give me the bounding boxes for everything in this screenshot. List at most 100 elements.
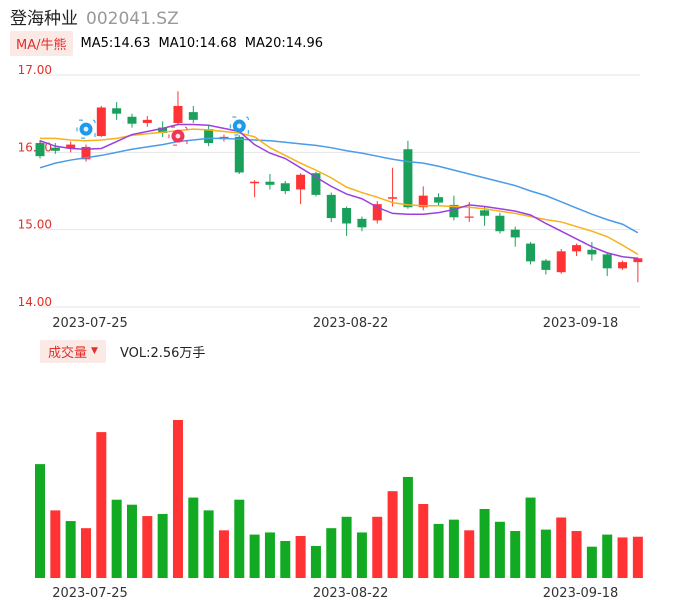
- volume-bar[interactable]: [464, 530, 475, 578]
- ma10-legend: MA10:14.68: [158, 35, 237, 51]
- candle[interactable]: [158, 121, 168, 137]
- volume-bar[interactable]: [448, 519, 459, 578]
- candle-body: [234, 136, 244, 173]
- candle[interactable]: [35, 139, 45, 159]
- volume-bar[interactable]: [280, 540, 291, 578]
- volume-bar[interactable]: [525, 497, 536, 578]
- ma5-legend: MA5:14.63: [80, 35, 151, 51]
- volume-bar[interactable]: [402, 476, 413, 578]
- candle[interactable]: [81, 144, 91, 162]
- volume-bar[interactable]: [126, 504, 137, 578]
- volume-bar[interactable]: [157, 513, 168, 578]
- candle[interactable]: [112, 102, 122, 120]
- volume-bar[interactable]: [494, 521, 505, 578]
- candle-body: [296, 174, 306, 190]
- volume-bar[interactable]: [479, 508, 490, 578]
- event-badge-icon[interactable]: [168, 126, 188, 146]
- volume-bar[interactable]: [295, 536, 306, 578]
- volume-x-tick-label: 2023-08-22: [313, 586, 389, 601]
- candle[interactable]: [357, 216, 367, 232]
- candle[interactable]: [602, 252, 612, 277]
- volume-bar[interactable]: [632, 536, 643, 578]
- caret-down-icon: ▼: [91, 346, 98, 356]
- badge-center: [236, 123, 242, 129]
- candle[interactable]: [449, 195, 459, 221]
- candle-body: [112, 108, 122, 114]
- candle-body: [388, 197, 398, 199]
- x-tick-label: 2023-07-25: [52, 316, 128, 331]
- volume-bar[interactable]: [96, 432, 107, 578]
- candle[interactable]: [265, 173, 275, 190]
- candle-body: [188, 112, 198, 120]
- volume-bar[interactable]: [35, 464, 45, 578]
- volume-bar[interactable]: [264, 532, 275, 578]
- volume-bar[interactable]: [80, 528, 91, 578]
- candle[interactable]: [510, 226, 520, 247]
- volume-bar[interactable]: [172, 420, 183, 578]
- volume-bar[interactable]: [249, 534, 260, 578]
- volume-indicator-button[interactable]: 成交量 ▼: [40, 339, 106, 363]
- candle-body: [250, 181, 260, 184]
- candle[interactable]: [633, 257, 643, 283]
- volume-bar[interactable]: [617, 537, 628, 578]
- candle[interactable]: [326, 192, 336, 222]
- candle[interactable]: [342, 206, 352, 236]
- volume-bar[interactable]: [372, 516, 383, 578]
- volume-bar[interactable]: [387, 491, 398, 578]
- volume-bar[interactable]: [50, 510, 61, 578]
- candle[interactable]: [280, 180, 290, 195]
- volume-bar[interactable]: [218, 530, 229, 578]
- candle[interactable]: [372, 201, 382, 224]
- volume-bar[interactable]: [341, 516, 352, 578]
- candle[interactable]: [572, 243, 582, 256]
- candle[interactable]: [173, 91, 183, 126]
- volume-bar[interactable]: [586, 546, 597, 578]
- candle[interactable]: [495, 212, 505, 234]
- candle[interactable]: [434, 193, 444, 207]
- candle[interactable]: [541, 259, 551, 275]
- candle[interactable]: [204, 124, 214, 147]
- event-badge-icon[interactable]: [229, 116, 249, 136]
- stock-name: 登海种业: [10, 9, 78, 29]
- candle-body: [495, 215, 505, 232]
- volume-bar[interactable]: [111, 499, 122, 578]
- volume-bar[interactable]: [433, 523, 444, 578]
- candle[interactable]: [142, 115, 152, 127]
- candle[interactable]: [480, 206, 490, 226]
- volume-bar[interactable]: [510, 531, 521, 578]
- volume-bar[interactable]: [602, 534, 613, 578]
- candle[interactable]: [50, 143, 60, 154]
- volume-bar[interactable]: [142, 516, 153, 578]
- candle[interactable]: [587, 242, 597, 261]
- event-badge-icon[interactable]: [76, 119, 96, 139]
- candle[interactable]: [526, 242, 536, 265]
- candle[interactable]: [96, 105, 106, 137]
- candle[interactable]: [403, 140, 413, 209]
- volume-bar[interactable]: [356, 532, 367, 578]
- candle[interactable]: [66, 141, 76, 153]
- volume-bar[interactable]: [203, 510, 214, 578]
- candle-body: [602, 254, 612, 269]
- candle[interactable]: [127, 113, 137, 128]
- volume-bar[interactable]: [188, 497, 199, 578]
- candle[interactable]: [188, 105, 198, 123]
- volume-bar[interactable]: [234, 499, 245, 578]
- candle[interactable]: [311, 171, 321, 197]
- volume-bar[interactable]: [418, 503, 429, 578]
- candle[interactable]: [556, 249, 566, 274]
- volume-bar[interactable]: [310, 545, 321, 578]
- volume-bar[interactable]: [65, 521, 76, 578]
- volume-bar[interactable]: [556, 517, 567, 578]
- volume-bar[interactable]: [571, 531, 582, 578]
- volume-bar[interactable]: [540, 529, 551, 578]
- candle-body: [158, 127, 168, 133]
- volume-bar[interactable]: [326, 528, 337, 578]
- candle[interactable]: [388, 167, 398, 207]
- candle[interactable]: [618, 260, 628, 270]
- ma-indicator-button[interactable]: MA/牛熊: [10, 30, 73, 56]
- candle[interactable]: [250, 180, 260, 198]
- candle[interactable]: [234, 135, 244, 174]
- candle[interactable]: [296, 173, 306, 205]
